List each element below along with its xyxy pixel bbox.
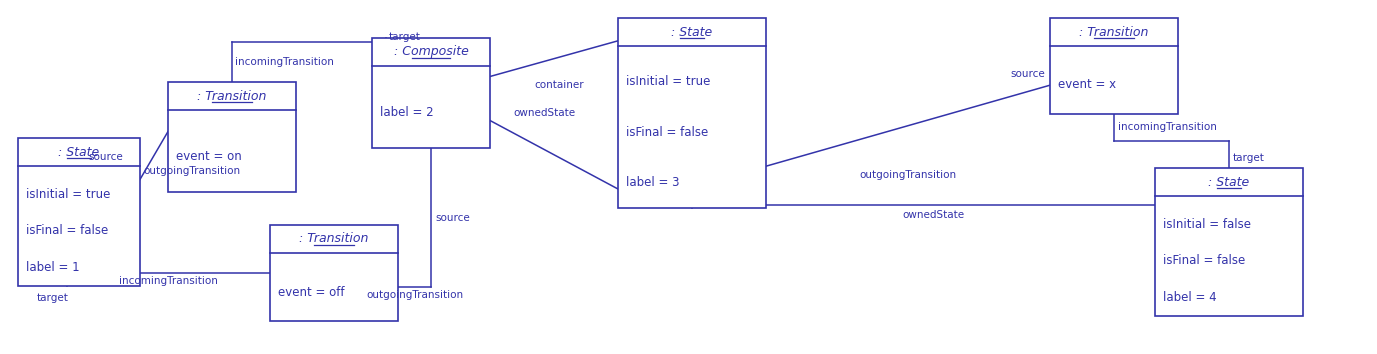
Text: event = off: event = off [278,285,344,298]
Text: event = on: event = on [176,149,242,162]
Text: label = 2: label = 2 [380,105,434,119]
Text: event = x: event = x [1058,79,1117,91]
Text: outgoingTransition: outgoingTransition [859,170,957,180]
Text: source: source [88,153,123,162]
Text: label = 1: label = 1 [26,261,80,274]
Text: : Transition: : Transition [299,233,369,246]
Text: isFinal = false: isFinal = false [1164,255,1245,268]
Text: : State: : State [672,25,713,39]
Text: source: source [1011,69,1045,79]
Text: isInitial = true: isInitial = true [26,188,110,201]
Text: container: container [534,80,584,91]
Text: : Composite: : Composite [394,46,468,58]
Text: isFinal = false: isFinal = false [26,224,109,238]
Text: ownedState: ownedState [514,108,576,118]
Text: incomingTransition: incomingTransition [235,57,333,67]
Text: target: target [390,32,421,42]
Text: outgoingTransition: outgoingTransition [366,290,463,301]
Text: incomingTransition: incomingTransition [1118,122,1217,132]
Text: ownedState: ownedState [902,210,964,220]
Text: label = 4: label = 4 [1164,291,1217,304]
Bar [270,225,398,321]
Bar [18,138,140,286]
Bar [618,18,766,208]
Text: isFinal = false: isFinal = false [627,126,708,138]
Text: source: source [435,213,470,223]
Text: : Transition: : Transition [1080,25,1148,39]
Bar [1051,18,1177,114]
Bar [168,82,296,192]
Text: isInitial = false: isInitial = false [1164,218,1250,231]
Bar [1155,168,1303,316]
Text: target: target [1232,153,1265,163]
Text: incomingTransition: incomingTransition [118,276,218,286]
Text: : State: : State [58,145,99,159]
Bar [372,38,490,148]
Text: : Transition: : Transition [197,90,267,103]
Text: : State: : State [1209,176,1249,188]
Text: outgoingTransition: outgoingTransition [143,166,240,176]
Text: target: target [37,293,69,303]
Text: label = 3: label = 3 [627,176,679,189]
Text: isInitial = true: isInitial = true [627,75,711,88]
